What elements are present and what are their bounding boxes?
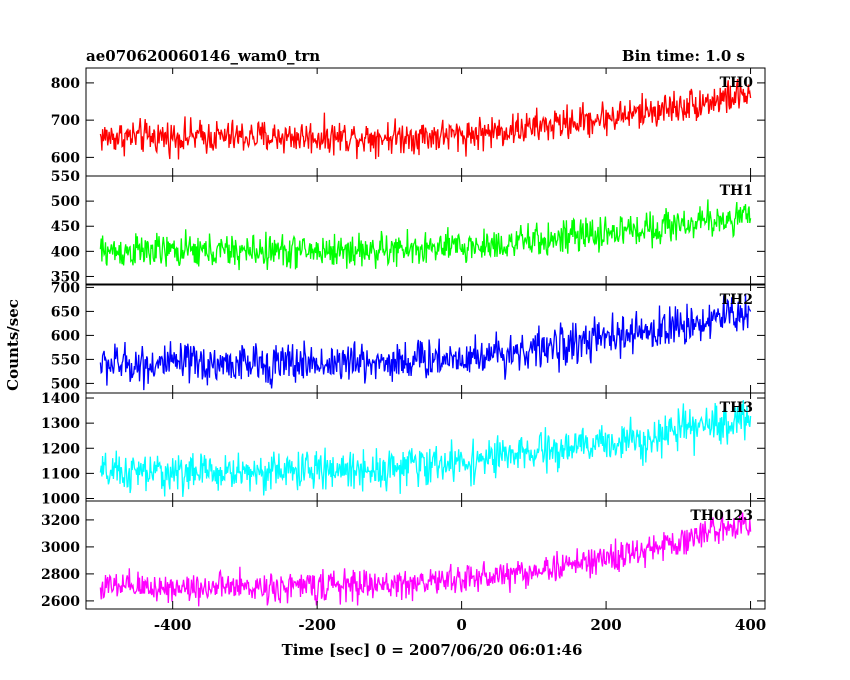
panel-frame-th1 [85,175,766,285]
panel-label-th1: TH1 [720,183,753,199]
y-tick-label: 3200 [41,513,80,529]
x-tick-label: 200 [590,616,621,634]
y-tick-label: 800 [51,76,80,92]
y-tick-label: 500 [51,194,80,210]
series-line-th1 [99,199,752,271]
y-tick-label: 2600 [41,594,80,610]
y-tick-label: 1200 [41,441,80,457]
x-tick-label: 0 [456,616,466,634]
x-axis-label: Time [sec] 0 = 2007/06/20 06:01:46 [282,641,583,659]
panel-label-th2: TH2 [720,292,753,308]
x-tick-label: -400 [154,616,192,634]
y-tick-label: 550 [51,352,80,368]
y-tick-label: 3000 [41,540,80,556]
y-tick-label: 700 [51,113,80,129]
panel-label-th3: TH3 [720,400,753,416]
y-tick-label: 1000 [41,491,80,507]
y-axis-label: Counts/sec [4,299,22,391]
x-tick-label: 400 [735,616,766,634]
y-tick-label: 400 [51,244,80,260]
panel-label-th0: TH0 [720,75,754,91]
y-tick-label: 550 [51,169,80,185]
bin-time-label: Bin time: 1.0 s [622,47,745,65]
series-line-th2 [99,293,752,391]
y-tick-label: 1400 [41,391,80,407]
x-tick-label: -200 [298,616,336,634]
panels-group: 600 700 800 TH0 350 400 450 500 550 TH1 500 550 600 6… [41,67,766,634]
series-line-th3 [99,400,752,497]
y-tick-label: 350 [51,269,80,285]
y-tick-label: 2800 [41,567,80,583]
y-tick-label: 450 [51,219,80,235]
y-tick-label: 600 [51,328,80,344]
y-tick-label: 1300 [41,416,80,432]
chart-title: ae070620060146_wam0_trn [86,47,320,65]
y-tick-label: 700 [51,280,80,296]
y-tick-label: 500 [51,376,80,392]
y-tick-label: 1100 [41,466,80,482]
series-line-th0123 [99,512,752,607]
series-line-th0 [99,79,752,160]
panel-frame-th0 [85,67,766,177]
panel-frame-th0123 [85,500,766,610]
y-tick-label: 600 [51,150,80,166]
panel-label-th0123: TH0123 [690,508,753,524]
y-tick-label: 650 [51,304,80,320]
